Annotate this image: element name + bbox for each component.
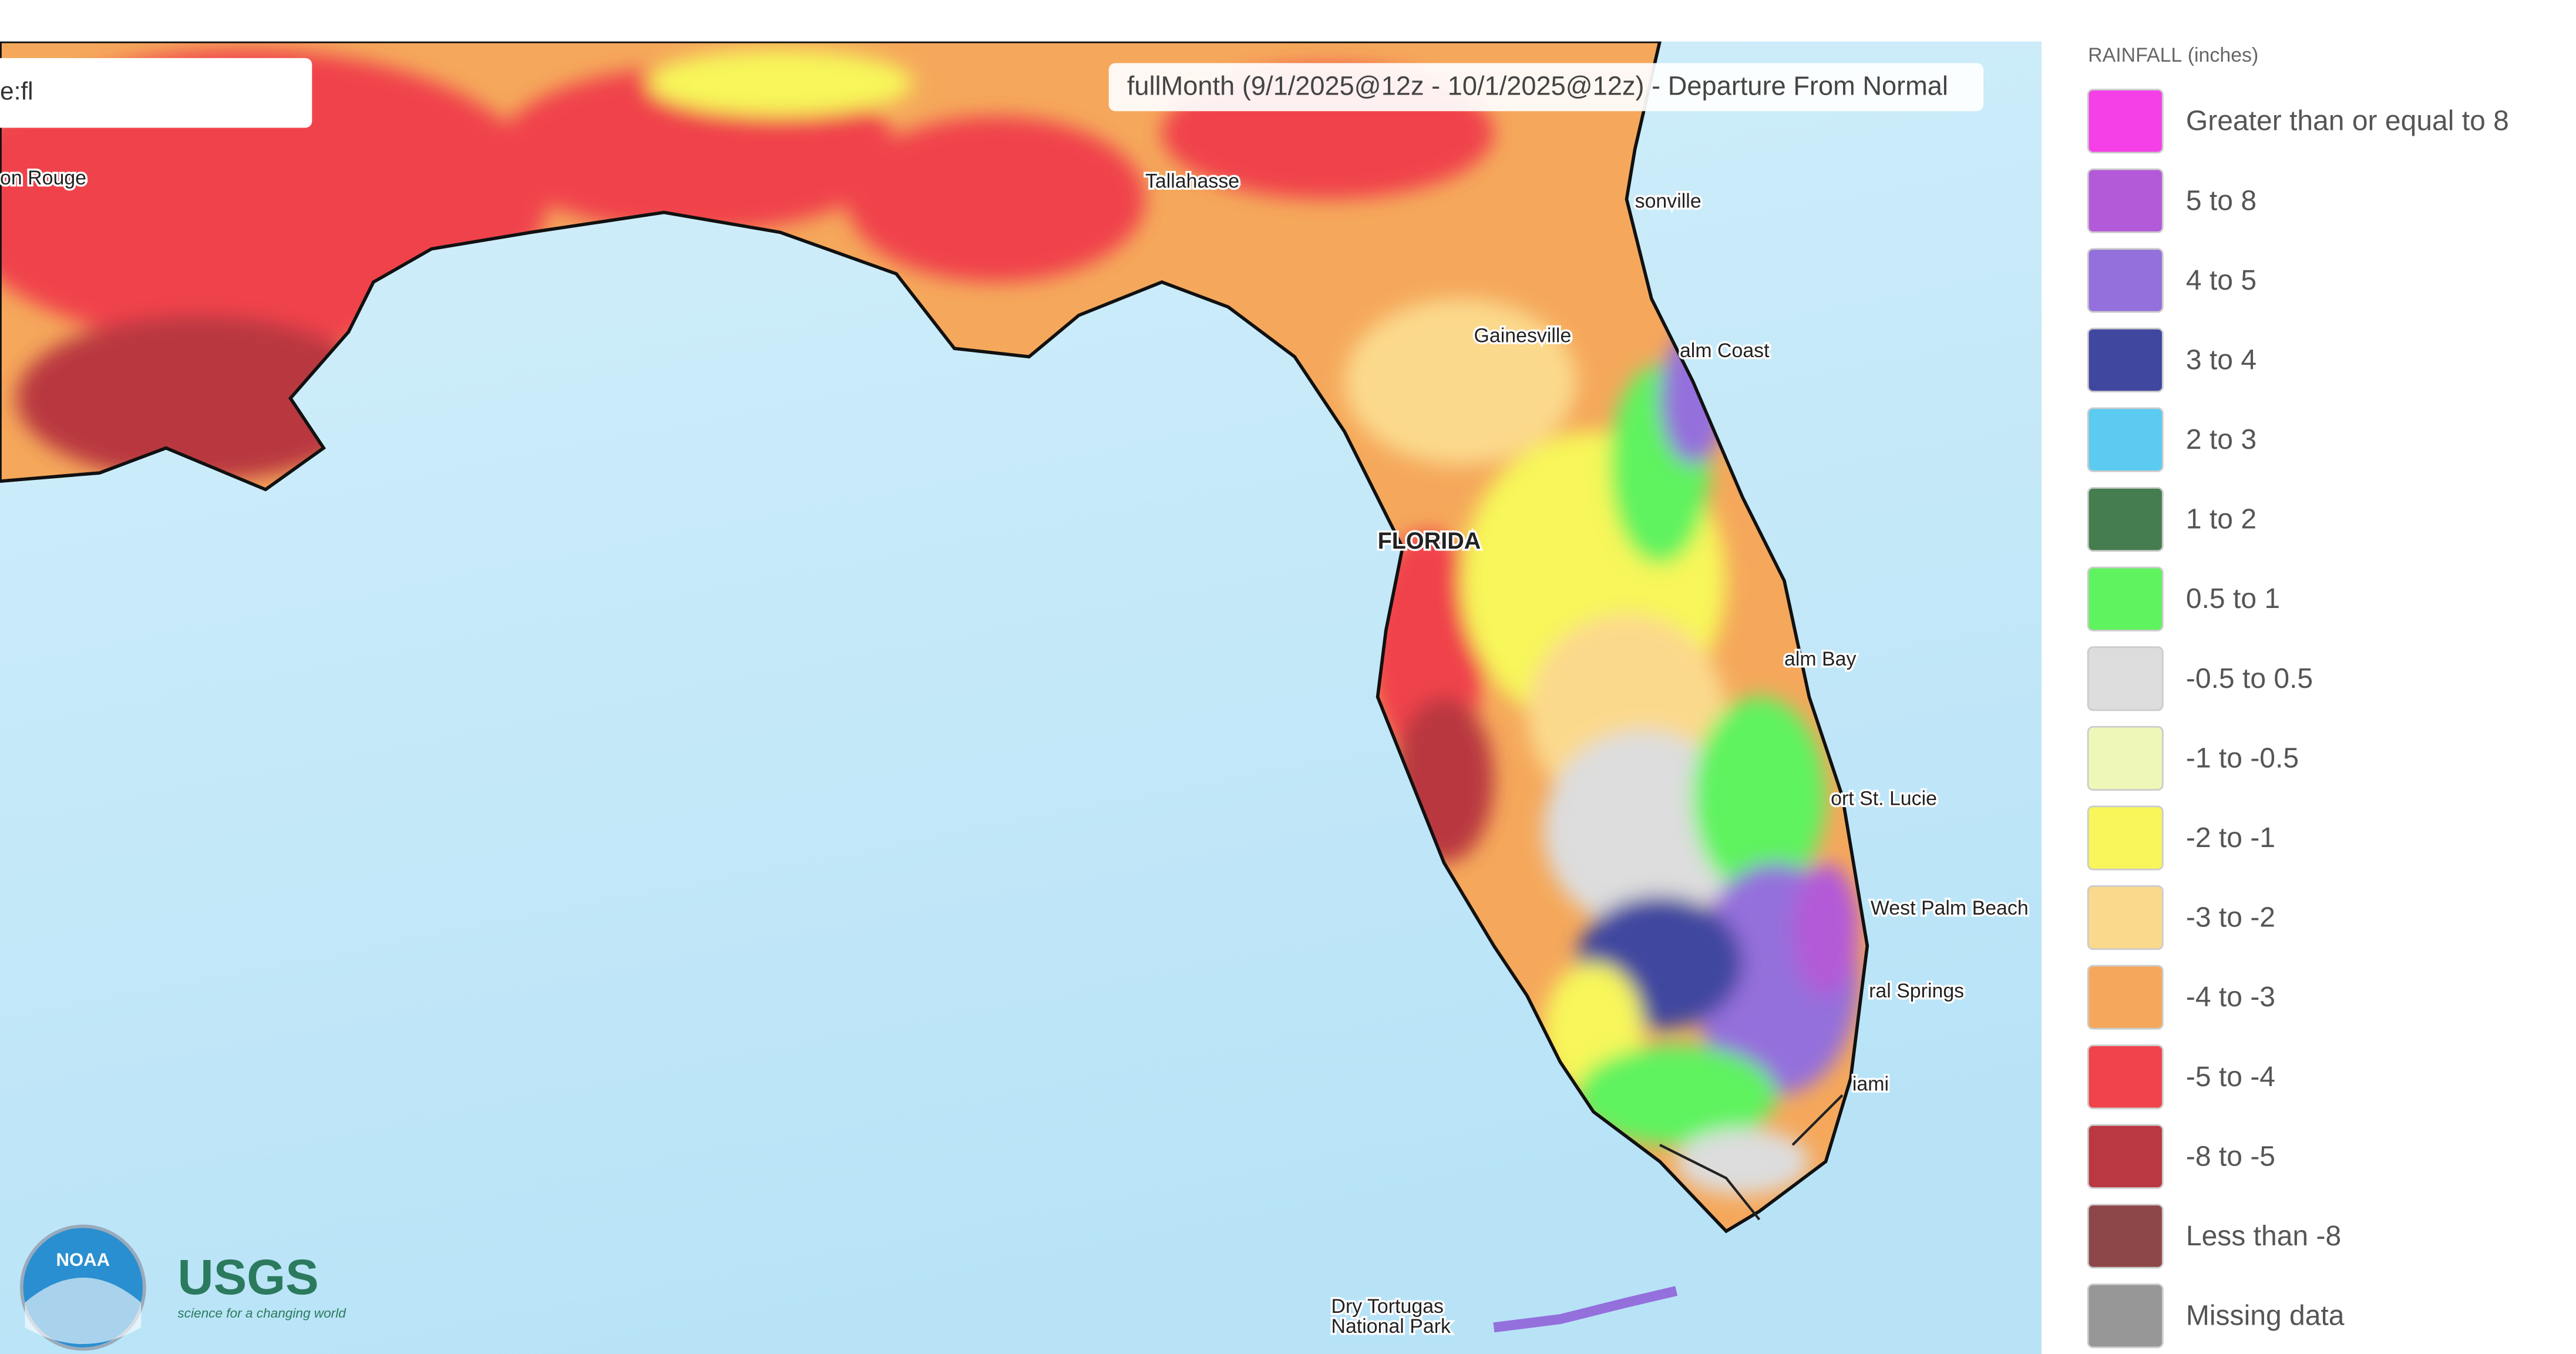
legend-label: 1 to 2	[2186, 504, 2256, 535]
place-label: ral Springs	[1869, 980, 1964, 1002]
usgs-text: USGS	[177, 1249, 318, 1305]
search-box[interactable]	[0, 58, 312, 128]
legend-swatch	[2087, 805, 2164, 871]
place-label: iami	[1852, 1073, 1889, 1095]
legend-swatch	[2087, 327, 2164, 393]
place-labels: on Rouge Tallahasse sonville Gainesville alm…	[0, 164, 2030, 1339]
place-label: FLORIDA	[1378, 528, 1481, 554]
legend-label: 5 to 8	[2186, 185, 2256, 216]
noaa-text: NOAA	[56, 1249, 110, 1270]
place-label: National Park	[1331, 1315, 1451, 1338]
legend-title-main: RAINFALL	[2088, 44, 2182, 66]
legend-label: -0.5 to 0.5	[2186, 663, 2313, 694]
legend-unit: (inches)	[2188, 44, 2259, 66]
place-label: Dry Tortugas	[1331, 1295, 1444, 1318]
noaa-wave	[25, 1278, 142, 1345]
legend-swatch	[2087, 407, 2164, 472]
legend-swatch	[2087, 566, 2164, 631]
legend-label: -4 to -3	[2186, 982, 2275, 1013]
usgs-tagline: science for a changing world	[177, 1306, 347, 1321]
place-label: ort St. Lucie	[1831, 787, 1937, 809]
legend-label: -1 to -0.5	[2186, 742, 2299, 774]
place-label: alm Coast	[1680, 340, 1770, 362]
legend-swatch	[2087, 885, 2164, 950]
legend-swatch	[2087, 248, 2164, 313]
legend-swatch	[2087, 1283, 2164, 1349]
search-text[interactable]: e:fl	[0, 77, 33, 105]
legend-title: RAINFALL (inches)	[2088, 44, 2258, 66]
title-box	[1108, 63, 1984, 112]
legend-label: 0.5 to 1	[2186, 583, 2280, 614]
legend-label: 4 to 5	[2186, 265, 2256, 296]
legend-label: 3 to 4	[2186, 344, 2256, 375]
legend-label: 2 to 3	[2186, 424, 2256, 455]
coast-detail	[1659, 1094, 1844, 1221]
legend-label: -2 to -1	[2186, 822, 2275, 854]
place-label: on Rouge	[0, 167, 86, 189]
legend-label: -5 to -4	[2186, 1061, 2275, 1093]
legend-swatch	[2087, 965, 2164, 1030]
legend-swatch	[2087, 1124, 2164, 1189]
place-label: alm Bay	[1784, 648, 1857, 670]
legend-swatch	[2087, 1044, 2164, 1110]
place-label: sonville	[1635, 190, 1701, 213]
legend-swatch	[2087, 1204, 2164, 1269]
legend-swatch	[2087, 725, 2164, 791]
legend-swatch	[2087, 89, 2164, 154]
place-label: West Palm Beach	[1871, 897, 2029, 919]
legend-label: Missing data	[2186, 1301, 2345, 1332]
legend-label: Less than -8	[2186, 1221, 2341, 1252]
legend-label: -3 to -2	[2186, 902, 2275, 933]
legend: Greater than or equal to 8 5 to 8 4 to 5 3 …	[2087, 89, 2509, 1349]
legend-swatch	[2087, 168, 2164, 233]
legend-swatch	[2087, 646, 2164, 711]
map-title: fullMonth (9/1/2025@12z - 10/1/2025@12z)…	[1127, 71, 1948, 101]
place-label: Gainesville	[1474, 324, 1572, 347]
legend-label: Greater than or equal to 8	[2186, 106, 2509, 137]
legend-label: -8 to -5	[2186, 1141, 2275, 1172]
top-bar	[0, 0, 2042, 42]
place-label: Tallahasse	[1145, 170, 1239, 193]
legend-swatch	[2087, 487, 2164, 552]
florida-keys	[1493, 1286, 1678, 1333]
